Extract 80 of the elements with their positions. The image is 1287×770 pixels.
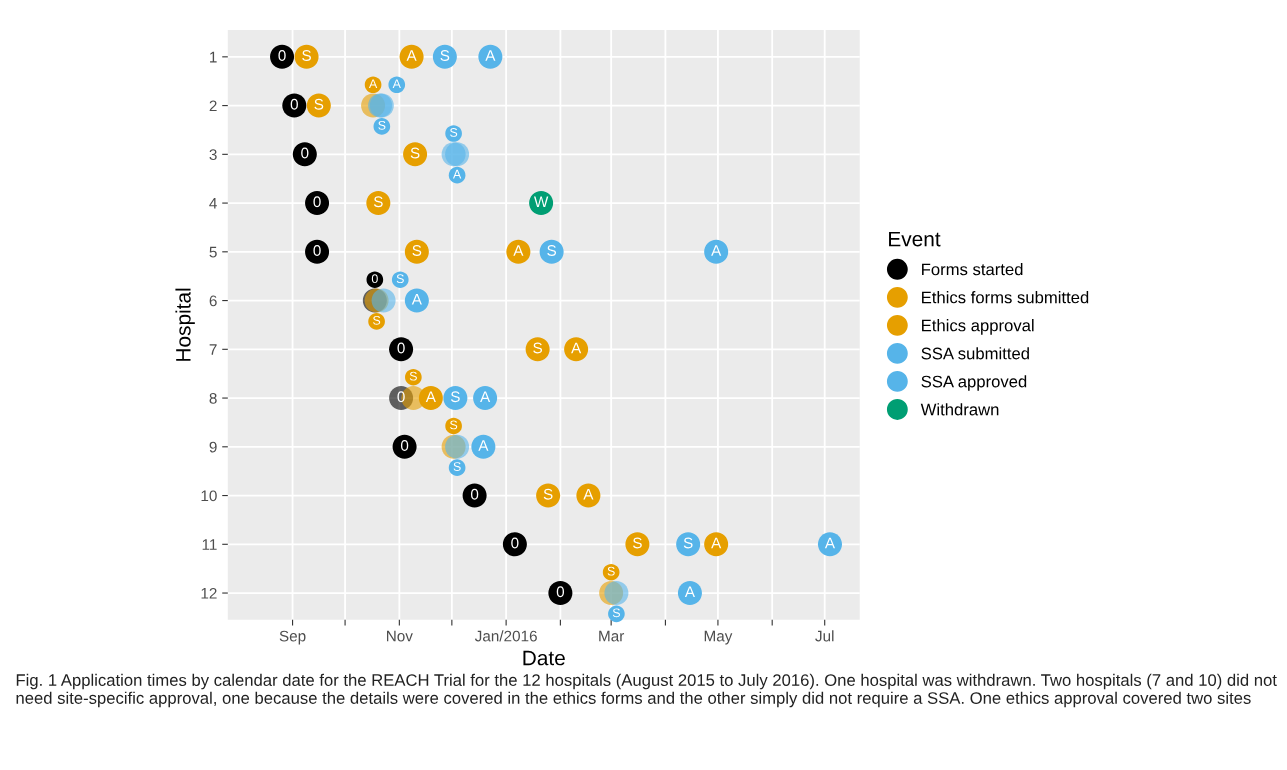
y-tick-label: 1 — [210, 51, 217, 63]
x-tick-label: Nov — [387, 630, 413, 642]
annotation: S — [378, 120, 386, 130]
x-tick-label: Jul — [815, 630, 834, 642]
point — [371, 288, 396, 313]
annotation: S — [543, 488, 553, 500]
annotation: S — [409, 371, 417, 381]
annotation: 0 — [511, 537, 519, 549]
annotation: A — [684, 586, 695, 597]
annotation: S — [302, 50, 311, 61]
annotation: W — [533, 196, 549, 208]
y-tick-label: 4 — [209, 198, 217, 209]
annotation: A — [485, 50, 496, 61]
annotation: S — [450, 420, 458, 430]
y-tick-label: 2 — [209, 100, 217, 112]
x-axis-title: Date — [523, 650, 565, 666]
annotation: 0 — [313, 196, 321, 208]
y-tick-label: 10 — [201, 490, 217, 502]
annotation: A — [425, 391, 436, 403]
annotation: 0 — [313, 245, 321, 256]
annotation: A — [452, 169, 462, 179]
annotation: S — [612, 608, 620, 618]
annotation: S — [410, 147, 420, 159]
legend-label: Ethics approval — [922, 319, 1034, 335]
y-axis-title: Hospital — [175, 288, 195, 361]
x-tick-label: Sep — [279, 630, 306, 645]
y-tick-label: 5 — [209, 246, 217, 258]
legend-label: Forms started — [922, 263, 1023, 276]
legend-label: SSA approved — [921, 375, 1027, 391]
annotation: 0 — [290, 98, 298, 110]
annotation: A — [480, 391, 491, 403]
annotation: A — [513, 245, 524, 256]
annotation: S — [683, 537, 693, 549]
annotation: S — [533, 342, 543, 354]
annotation: S — [373, 196, 383, 208]
annotation: A — [406, 50, 417, 61]
annotation: A — [368, 79, 378, 88]
annotation: S — [396, 274, 404, 284]
annotation: S — [440, 50, 450, 61]
annotation: 0 — [371, 274, 378, 284]
annotation: S — [412, 245, 422, 256]
annotation: A — [583, 488, 594, 500]
caption: Fig. 1 Application times by calendar date for the REACH Trial for the 12 hospitals (August 2015 to July 2016). One hospital was withdrawn. Two hospitals (7 and 10) did not need site-specific approval, one because the details were covered in the ethics forms and the other simply did not require a SSA. One ethics approval covered two sites — [16, 673, 1277, 708]
annotation: S — [372, 315, 381, 325]
annotation: S — [547, 245, 557, 256]
x-tick-label: Jan/2016 — [474, 630, 537, 642]
legend-label: Withdrawn — [920, 403, 999, 416]
point — [604, 581, 629, 606]
y-tick-label: 12 — [201, 587, 217, 599]
legend-label: SSA submitted — [921, 347, 1029, 360]
y-tick-label: 7 — [209, 344, 217, 355]
annotation: 0 — [556, 586, 565, 598]
annotation: A — [711, 537, 722, 549]
annotation: S — [450, 391, 460, 403]
annotation: 0 — [278, 50, 286, 61]
annotation: 0 — [397, 391, 405, 403]
annotation: A — [711, 245, 722, 256]
annotation: 0 — [470, 488, 479, 500]
y-tick-label: 8 — [209, 392, 217, 404]
annotation: S — [633, 537, 642, 549]
annotation: A — [411, 294, 422, 305]
y-tick-label: 6 — [209, 295, 217, 307]
y-tick-label: 9 — [209, 441, 217, 453]
legend-label: Ethics forms submitted — [922, 291, 1089, 304]
annotation: S — [450, 128, 458, 137]
annotation: 0 — [400, 440, 409, 451]
y-tick-label: 3 — [209, 149, 217, 161]
annotation: S — [314, 98, 324, 110]
annotation: S — [453, 462, 461, 471]
x-tick-label: Mar — [599, 630, 625, 642]
annotation: A — [824, 537, 836, 549]
y-tick-label: 11 — [202, 539, 217, 550]
annotation: S — [607, 566, 615, 576]
legend-title: Event — [889, 231, 941, 247]
annotation: A — [392, 79, 401, 88]
annotation: A — [478, 440, 489, 451]
annotation: 0 — [301, 147, 309, 159]
x-tick-label: May — [704, 630, 733, 645]
annotation: A — [571, 342, 582, 354]
annotation: 0 — [397, 342, 405, 354]
